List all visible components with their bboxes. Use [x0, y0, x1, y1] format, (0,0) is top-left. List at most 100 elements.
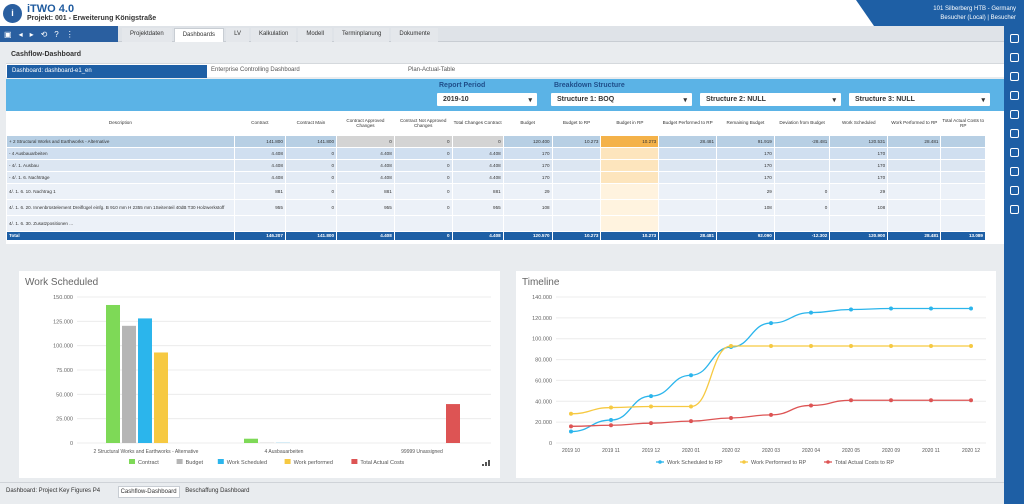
table-row[interactable]: 4/. 1. 6. 20. Innenbrüstelement Dreiflüg…	[6, 198, 986, 216]
col-contract-not-approved-changes[interactable]: Contract Not Approved Changes	[399, 117, 447, 128]
total-cell: -12.302	[773, 230, 831, 241]
tab-dokumente[interactable]: Dokumente	[391, 28, 439, 42]
table-cell	[658, 214, 718, 232]
subtab-enterprise[interactable]: Enterprise Controlling Dashboard	[211, 67, 300, 73]
right-sidebar	[1004, 26, 1024, 504]
col-total-actual-costs-to-rp[interactable]: Total Actual Costs to RP	[942, 117, 985, 128]
help-icon[interactable]: ?	[54, 29, 59, 39]
table-cell: 141.800	[284, 134, 338, 148]
legend-swatch	[129, 459, 135, 464]
table-cell: 4.408	[451, 170, 504, 184]
x-tick-label: 2020 12	[962, 448, 980, 454]
col-contract-approved-changes[interactable]: Contract Approved Changes	[346, 117, 385, 128]
account-company: 101 Silberberg HTB - Germany	[933, 6, 1016, 12]
y-tick-label: 60.000	[535, 378, 552, 384]
subtab-plan-actual[interactable]: Plan-Actual-Table	[408, 67, 456, 73]
table-cell: 4/. 1. 6. 10. Nachtrag 1	[6, 182, 235, 200]
col-budget[interactable]: Budget	[520, 120, 535, 126]
account-info[interactable]: 101 Silberberg HTB - Germany Besucher (Lo…	[874, 0, 1024, 26]
structure3-select[interactable]: Structure 3: NULL	[849, 93, 990, 106]
table-cell: 0	[284, 170, 338, 184]
tab-dashboards[interactable]: Dashboards	[173, 28, 225, 42]
col-remaining-budget[interactable]: Remaining Budget	[726, 120, 765, 126]
legend-label: Work Performed to RP	[751, 460, 807, 466]
col-budget-in-rp[interactable]: Budget in RP	[616, 120, 644, 126]
structure2-select[interactable]: Structure 2: NULL	[700, 93, 841, 106]
check-icon[interactable]	[1010, 186, 1019, 195]
table-row[interactable]: - 4 Ausbauarbeiten 4.408 0 4.408 0 4.408 170 17…	[6, 146, 986, 160]
tab-projektdaten[interactable]: Projektdaten	[122, 28, 172, 42]
table-cell	[658, 146, 718, 160]
table-cell: 10.273	[551, 134, 602, 148]
legend-label: Work performed	[294, 460, 333, 466]
table-cell: 170	[829, 158, 889, 172]
structure1-select[interactable]: Structure 1: BOQ	[551, 93, 692, 106]
report-period-select[interactable]: 2019-10	[437, 93, 537, 106]
table-cell	[887, 214, 942, 232]
tab-terminplanung[interactable]: Terminplanung	[334, 28, 390, 42]
table-cell: 170	[502, 158, 553, 172]
col-total-changes-contract[interactable]: Total Changes Contract	[453, 120, 502, 126]
point-work-performed-to-rp	[969, 344, 973, 349]
table-cell	[940, 214, 986, 232]
table-row[interactable]: 4/. 1. 6. 30. Zusatzpositionen ...	[6, 214, 986, 232]
info-icon[interactable]	[1010, 91, 1019, 100]
col-budget-performed-to-rp[interactable]: Budget Performed to RP	[662, 120, 713, 126]
point-work-performed-to-rp	[689, 404, 693, 409]
tab-kalkulation[interactable]: Kalkulation	[250, 28, 297, 42]
table-cell	[551, 158, 602, 172]
menu-icon[interactable]: ⋮	[65, 29, 74, 39]
point-work-performed-to-rp	[609, 405, 613, 410]
forward-icon[interactable]: ▸	[29, 29, 34, 39]
share-icon[interactable]	[1010, 53, 1019, 62]
col-description[interactable]: Description	[108, 120, 132, 126]
point-work-scheduled-to-rp	[569, 429, 573, 434]
col-contract-main[interactable]: Contract Main	[296, 120, 326, 126]
col-deviation-from-budget[interactable]: Deviation from Budget	[779, 120, 825, 126]
table-cell	[600, 182, 660, 200]
legend-swatch	[284, 459, 291, 464]
table-cell	[887, 170, 942, 184]
table-row[interactable]: - 4/. 1. Ausbau 4.408 0 4.408 0 4.408 170 170 17…	[6, 158, 986, 172]
col-work-scheduled[interactable]: Work Scheduled	[841, 120, 876, 126]
table-cell: 881	[451, 182, 504, 200]
clock-icon[interactable]	[1010, 129, 1019, 138]
search-icon[interactable]	[1010, 72, 1019, 81]
table-cell	[773, 158, 831, 172]
edit-icon[interactable]	[1010, 205, 1019, 214]
document-icon[interactable]	[1010, 148, 1019, 157]
table-cell	[716, 214, 775, 232]
bar-budget	[122, 325, 136, 443]
point-work-scheduled-to-rp	[929, 306, 933, 311]
table-cell: 955	[336, 198, 395, 216]
save-icon[interactable]: ▣	[4, 29, 12, 39]
x-tick-label: 2020 11	[922, 448, 940, 454]
y-tick-label: 75.000	[56, 368, 73, 374]
col-contract[interactable]: Contract	[251, 120, 269, 126]
table-cell: 881	[233, 182, 286, 200]
dashboard-select[interactable]: Dashboard: dashboard-e1_en	[7, 65, 207, 78]
settings-icon[interactable]	[1010, 110, 1019, 119]
table-cell	[829, 214, 889, 232]
point-total-actual-costs-to-rp	[649, 421, 653, 426]
total-cell: 0	[393, 230, 453, 241]
table-row[interactable]: + 2 Structural Works and Earthworks - Al…	[6, 134, 986, 148]
bottom-tab-beschaffung-dashboard[interactable]: Beschaffung Dashboard	[185, 488, 250, 494]
table-row[interactable]: - 4/. 1. 6. Nachträge 4.408 0 4.408 0 4.408 17…	[6, 170, 986, 184]
layout-icon[interactable]	[1010, 34, 1019, 43]
back-icon[interactable]: ◂	[18, 29, 23, 39]
y-tick-label: 25.000	[56, 417, 73, 423]
table-cell: 28.481	[887, 134, 942, 148]
col-work-performed-to-rp[interactable]: Work Performed to RP	[891, 120, 938, 126]
legend-swatch	[217, 459, 224, 464]
tab-modell[interactable]: Modell	[298, 28, 333, 42]
bottom-tab-cashflow-dashboard[interactable]: Cashflow-Dashboard	[117, 486, 180, 498]
sync-icon[interactable]: ⟲	[40, 29, 48, 39]
tools-icon[interactable]	[1010, 167, 1019, 176]
chart-menu-icon-bar	[482, 464, 484, 466]
col-budget-to-rp[interactable]: Budget to RP	[562, 120, 591, 126]
bottom-tab-dashboard-project-key-figures-p4[interactable]: Dashboard: Project Key Figures P4	[6, 488, 101, 494]
tab-lv[interactable]: LV	[226, 28, 249, 42]
point-work-scheduled-to-rp	[849, 307, 853, 312]
table-row[interactable]: 4/. 1. 6. 10. Nachtrag 1 881 0 881 0 881 29 29 0…	[6, 182, 986, 200]
